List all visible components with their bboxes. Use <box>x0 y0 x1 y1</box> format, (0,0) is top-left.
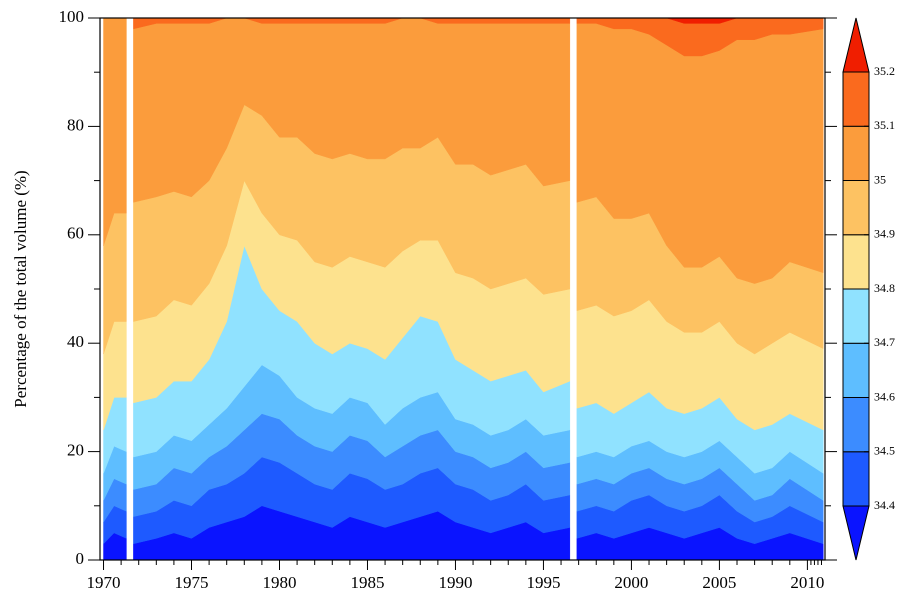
colorbar-box <box>842 234 870 290</box>
colorbar-label: 35 <box>874 172 886 186</box>
colorbar-label: 34.6 <box>874 389 895 403</box>
y-tick-label: 0 <box>76 549 85 568</box>
colorbar-label: 34.5 <box>874 444 895 458</box>
colorbar-box <box>842 180 870 236</box>
x-tick-label: 1970 <box>87 573 121 592</box>
colorbar-triangle <box>842 17 870 73</box>
y-tick-label: 20 <box>67 441 84 460</box>
y-tick-label: 60 <box>67 224 84 243</box>
colorbar-box <box>842 288 870 344</box>
x-tick-label: 2005 <box>702 573 736 592</box>
colorbar-label: 34.9 <box>874 227 895 241</box>
colorbar: 34.4 34.5 34.6 34.7 34.8 34.9 35 35.1 35.2 <box>842 17 895 561</box>
x-tick-label: 1980 <box>262 573 296 592</box>
x-tick-label: 1990 <box>438 573 472 592</box>
x-tick-label: 1975 <box>175 573 209 592</box>
colorbar-box <box>842 397 870 453</box>
colorbar-box <box>842 125 870 181</box>
colorbar-label: 34.4 <box>874 498 895 512</box>
colorbar-label: 34.7 <box>874 335 895 349</box>
colorbar-box <box>842 342 870 398</box>
x-tick-label: 1995 <box>526 573 560 592</box>
x-tick-label: 2010 <box>790 573 824 592</box>
colorbar-triangle <box>842 505 870 561</box>
colorbar-box <box>842 451 870 507</box>
x-tick-label: 1985 <box>350 573 384 592</box>
y-tick-label: 80 <box>67 115 84 134</box>
colorbar-label: 35.2 <box>874 64 895 78</box>
y-axis-label: Percentage of the total volume (%) <box>11 170 30 407</box>
y-tick-label: 40 <box>67 332 84 351</box>
colorbar-box <box>842 71 870 127</box>
colorbar-label: 35.1 <box>874 118 895 132</box>
x-tick-label: 2000 <box>614 573 648 592</box>
plot-area <box>103 17 824 561</box>
colorbar-label: 34.8 <box>874 281 895 295</box>
y-tick-label: 100 <box>59 7 85 26</box>
